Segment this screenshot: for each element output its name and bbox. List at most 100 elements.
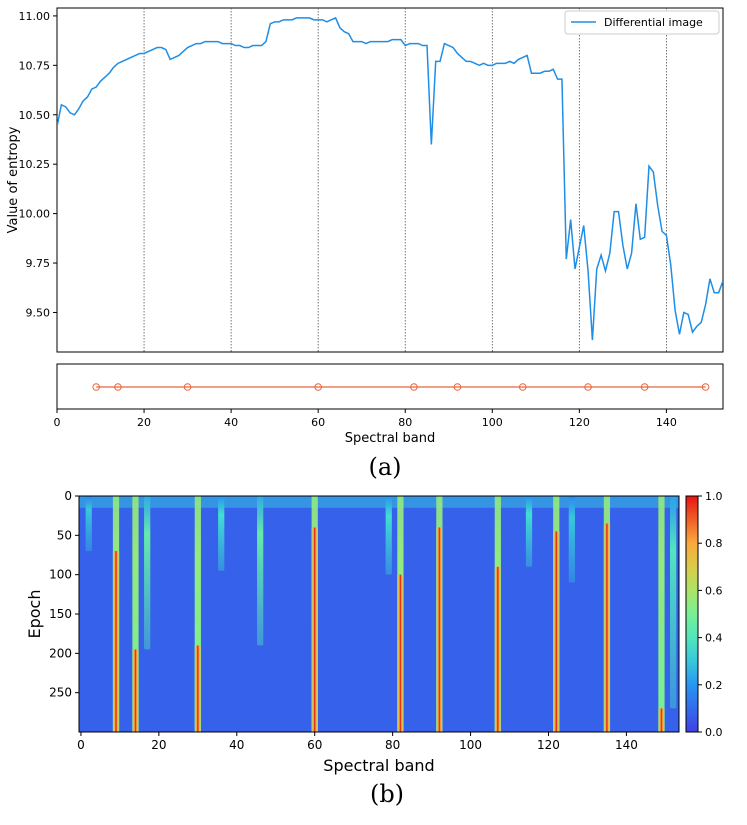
column-glow	[385, 496, 392, 575]
y-axis-ticks: 9.50 9.75 10.00 10.25 10.50 10.75 11.00	[19, 10, 57, 319]
heatmap-column	[568, 496, 575, 583]
heatmap-top-band	[79, 496, 679, 508]
heatmap-column	[436, 496, 443, 732]
y-tick-label: 200	[49, 646, 72, 660]
panel-label-b: (b)	[370, 780, 404, 808]
colorbar-tick-label: 0.4	[705, 632, 723, 645]
selected-band-marker	[518, 383, 527, 391]
column-core	[658, 708, 665, 732]
y-axis-title: Value of entropy	[6, 126, 21, 233]
colorbar-tick-label: 0.2	[705, 679, 723, 692]
heatmap-y-ticks: 0 50 100 150 200 250	[49, 489, 79, 700]
column-core	[311, 527, 318, 732]
heatmap-column	[494, 496, 501, 732]
selected-band-marker	[410, 383, 418, 391]
selected-band-marker	[183, 383, 192, 391]
column-core	[603, 523, 611, 732]
y-tick-label: 100	[49, 568, 72, 582]
y-tick-label: 10.25	[19, 158, 51, 171]
colorbar-tick-label: 0.0	[705, 726, 723, 739]
heatmap-x-ticks: 0 20 40 60 80 100 120 140	[77, 732, 638, 752]
y-tick-label: 10.00	[19, 208, 51, 221]
heatmap-columns	[85, 496, 677, 732]
heatmap-column	[218, 496, 225, 571]
column-glow	[568, 496, 575, 583]
legend: Differential image	[564, 10, 720, 35]
heatmap-column	[603, 496, 611, 732]
x-tick-label: 140	[656, 416, 677, 429]
heatmap-column	[658, 496, 665, 732]
x-tick-label: 60	[307, 738, 322, 752]
x-tick-label: 40	[229, 738, 244, 752]
entropy-line-chart: 9.50 9.75 10.00 10.25 10.50 10.75 11.00 Value …	[6, 7, 724, 353]
x-tick-label: 140	[615, 738, 638, 752]
heatmap-column	[670, 496, 677, 709]
y-tick-label: 11.00	[19, 10, 51, 23]
vertical-gridlines	[143, 8, 667, 352]
plot-frame-a	[56, 7, 724, 353]
colorbar-tick-label: 1.0	[705, 490, 723, 503]
y-tick-label: 10.75	[19, 59, 51, 72]
column-core	[397, 574, 404, 732]
heatmap-background	[79, 496, 679, 732]
x-tick-label: 120	[569, 416, 590, 429]
heatmap-column	[194, 496, 201, 732]
panel-label-a: (a)	[368, 453, 401, 481]
column-core	[112, 551, 120, 732]
x-tick-label: 20	[151, 738, 166, 752]
heatmap-column	[144, 496, 151, 650]
legend-label: Differential image	[604, 16, 703, 29]
column-glow	[144, 496, 151, 650]
heatmap-y-axis-title: Epoch	[25, 590, 44, 639]
y-tick-label: 0	[64, 489, 72, 503]
heatmap-column	[85, 496, 92, 552]
y-tick-label: 10.50	[19, 109, 51, 122]
selected-bands-strip: 0 20 40 60 80 100 120 140 Spectral band	[54, 363, 724, 446]
selected-band-marker	[640, 383, 649, 391]
selected-band-marker	[114, 383, 122, 391]
colorbar-tick-label: 0.8	[705, 537, 723, 550]
column-core	[132, 649, 139, 732]
x-tick-label: 0	[54, 416, 61, 429]
colorbar-tick-label: 0.6	[705, 584, 723, 597]
heatmap-column	[132, 496, 139, 732]
heatmap-column	[385, 496, 392, 575]
epoch-heatmap: 0 50 100 150 200 250 0 20 40 60 80 100 120 140 Epoch…	[25, 489, 723, 775]
x-axis-title-a: Spectral band	[345, 431, 436, 446]
legend-box	[564, 10, 720, 35]
column-glow	[85, 496, 92, 552]
selected-band-marker	[701, 383, 710, 391]
column-glow	[257, 496, 264, 646]
x-tick-label: 80	[398, 416, 412, 429]
x-tick-label: 0	[77, 738, 85, 752]
x-tick-label: 100	[482, 416, 503, 429]
column-glow	[658, 496, 665, 732]
selected-band-marker	[453, 383, 462, 391]
y-tick-label: 9.75	[26, 257, 51, 270]
heatmap-column	[525, 496, 533, 567]
column-glow	[525, 496, 533, 567]
x-tick-label: 80	[385, 738, 400, 752]
column-core	[494, 566, 501, 732]
selected-band-markers	[92, 383, 710, 391]
y-tick-label: 9.50	[26, 306, 51, 319]
selected-band-marker	[314, 383, 322, 391]
y-tick-label: 250	[49, 686, 72, 700]
heatmap-column	[553, 496, 560, 732]
x-tick-label: 100	[459, 738, 482, 752]
colorbar-gradient	[685, 495, 699, 733]
column-glow	[670, 496, 677, 709]
column-glow	[218, 496, 225, 571]
colorbar: 0.0 0.2 0.4 0.6 0.8 1.0	[685, 490, 723, 739]
x-axis-ticks-strip: 0 20 40 60 80 100 120 140	[54, 409, 677, 429]
column-core	[436, 527, 443, 732]
heatmap-x-axis-title: Spectral band	[323, 756, 434, 775]
y-tick-label: 150	[49, 607, 72, 621]
heatmap-column	[257, 496, 264, 646]
y-tick-label: 50	[57, 528, 72, 542]
column-core	[194, 645, 201, 732]
column-core	[553, 531, 560, 732]
heatmap-column	[112, 496, 120, 732]
x-tick-label: 20	[137, 416, 151, 429]
